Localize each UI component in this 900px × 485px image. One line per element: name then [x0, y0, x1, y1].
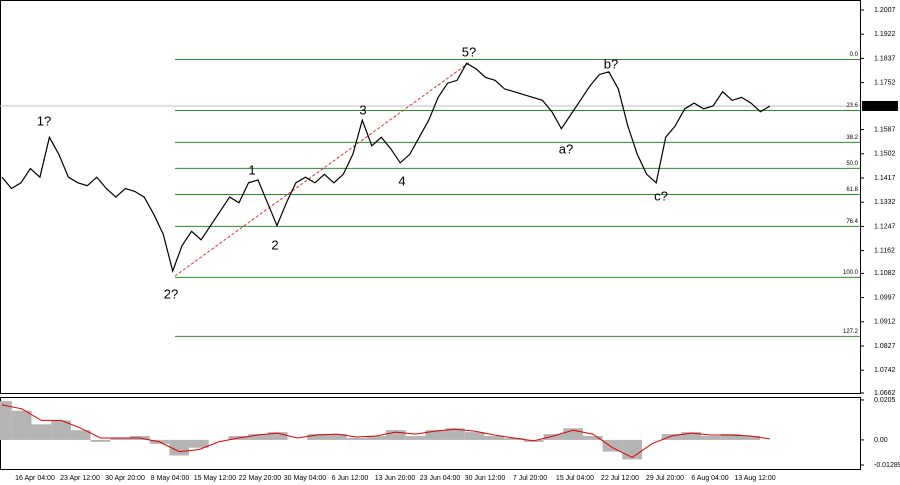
x-tick-label: 30 Apr 20:00: [105, 475, 145, 482]
wave-label: b?: [604, 56, 618, 71]
x-tick-label: 22 Jul 12:00: [601, 475, 639, 482]
y-tick-label: 1.0997: [874, 294, 896, 301]
histogram-bar: [90, 439, 111, 442]
x-tick-label: 6 Aug 04:00: [691, 475, 728, 482]
x-tick-label: 22 May 20:00: [239, 475, 282, 482]
price-line: [1, 62, 771, 274]
x-tick-label: 13 Aug 12:00: [734, 475, 775, 482]
histogram-bar: [0, 400, 12, 440]
histogram-bar: [267, 432, 288, 440]
y-tick-label: 1.1332: [874, 199, 896, 206]
y-tick-label: 1.1082: [874, 270, 896, 277]
wave-label: 1?: [37, 113, 51, 128]
x-tick-label: 30 May 04:00: [284, 475, 327, 482]
wave-label: 2?: [164, 286, 178, 301]
y-tick-label: 1.1162: [874, 247, 895, 254]
y-tick-label: 0.00: [874, 437, 888, 444]
wave-label: c?: [654, 188, 668, 203]
y-tick-label: 1.2007: [874, 7, 896, 14]
y-tick-label: 1.0827: [874, 343, 896, 350]
histogram-bar: [543, 434, 564, 440]
y-tick-label: 1.1502: [874, 151, 896, 158]
histogram-bar: [31, 424, 52, 440]
histogram-bar: [346, 437, 367, 440]
fib-label: 38.2: [846, 135, 858, 141]
y-tick-label: -0.01289: [874, 462, 900, 469]
histogram-bar: [70, 430, 91, 440]
y-tick-label: 1.1837: [874, 55, 896, 62]
y-tick-label: 1.0662: [874, 390, 896, 397]
y-tick-label: 1.1922: [874, 31, 896, 38]
histogram-bar: [189, 439, 209, 448]
histogram-bar: [701, 436, 721, 440]
histogram-bar: [307, 434, 327, 440]
histogram-bar: [425, 430, 446, 440]
wave-label: 3: [359, 102, 366, 117]
y-tick-label: 1.1587: [874, 126, 896, 133]
x-tick-label: 6 Jun 12:00: [332, 475, 369, 482]
signal-line: [1, 404, 771, 458]
last-price-label: 1.1670: [872, 103, 894, 110]
histogram-bar: [602, 439, 623, 452]
histogram-bar: [11, 410, 32, 440]
x-tick-label: 15 Jul 04:00: [556, 475, 594, 482]
fib-label: 76.4: [846, 219, 858, 225]
histogram-bar: [405, 436, 426, 440]
x-tick-label: 16 Apr 04:00: [15, 475, 55, 482]
wave-label: 4: [398, 173, 405, 188]
histogram-bar: [681, 432, 702, 440]
x-tick-label: 15 May 12:00: [194, 475, 237, 482]
wave-label: 2: [271, 237, 278, 252]
wave-label: 1: [248, 162, 255, 177]
histogram-bar: [366, 436, 386, 440]
trend-line: [174, 61, 471, 277]
histogram-bar: [445, 428, 465, 440]
histogram-bar: [563, 428, 583, 440]
fib-label: 100.0: [843, 270, 859, 276]
histogram-bar: [248, 434, 268, 440]
x-tick-label: 29 Jul 20:00: [646, 475, 684, 482]
wave-label: 5?: [462, 44, 476, 59]
histogram-bar: [386, 430, 406, 440]
x-tick-label: 8 May 04:00: [151, 475, 190, 482]
histogram-bar: [720, 434, 741, 440]
fib-label: 127.2: [843, 329, 859, 335]
y-tick-label: 1.1417: [874, 175, 896, 182]
histogram-bar: [110, 437, 130, 440]
histogram-bar: [464, 432, 485, 440]
x-tick-label: 23 Jun 04:00: [420, 475, 461, 482]
fib-label: 61.8: [846, 187, 858, 193]
y-tick-label: 1.0912: [874, 319, 896, 326]
wave-label: a?: [559, 141, 573, 156]
histogram-bar: [484, 436, 505, 440]
histogram-bar: [740, 436, 761, 440]
x-tick-label: 23 Apr 12:00: [60, 475, 100, 482]
last-price-box: [862, 100, 898, 111]
fib-label: 50.0: [846, 161, 858, 167]
x-tick-label: 7 Jul 20:00: [513, 475, 547, 482]
histogram-bar: [582, 436, 603, 440]
y-tick-label: 0.0205: [874, 397, 896, 404]
fib-label: 0.0: [850, 52, 859, 58]
histogram-bar: [622, 439, 642, 460]
price-frame: [0, 0, 861, 394]
histogram-bar: [504, 437, 524, 440]
y-tick-label: 1.1247: [874, 223, 896, 230]
histogram-bar: [661, 434, 682, 440]
x-tick-label: 30 Jun 12:00: [465, 475, 506, 482]
histogram-bar: [326, 434, 347, 440]
y-tick-label: 1.0742: [874, 367, 896, 374]
y-tick-label: 1.1752: [874, 79, 896, 86]
histogram-bar: [51, 420, 71, 440]
x-tick-label: 13 Jun 20:00: [375, 475, 416, 482]
